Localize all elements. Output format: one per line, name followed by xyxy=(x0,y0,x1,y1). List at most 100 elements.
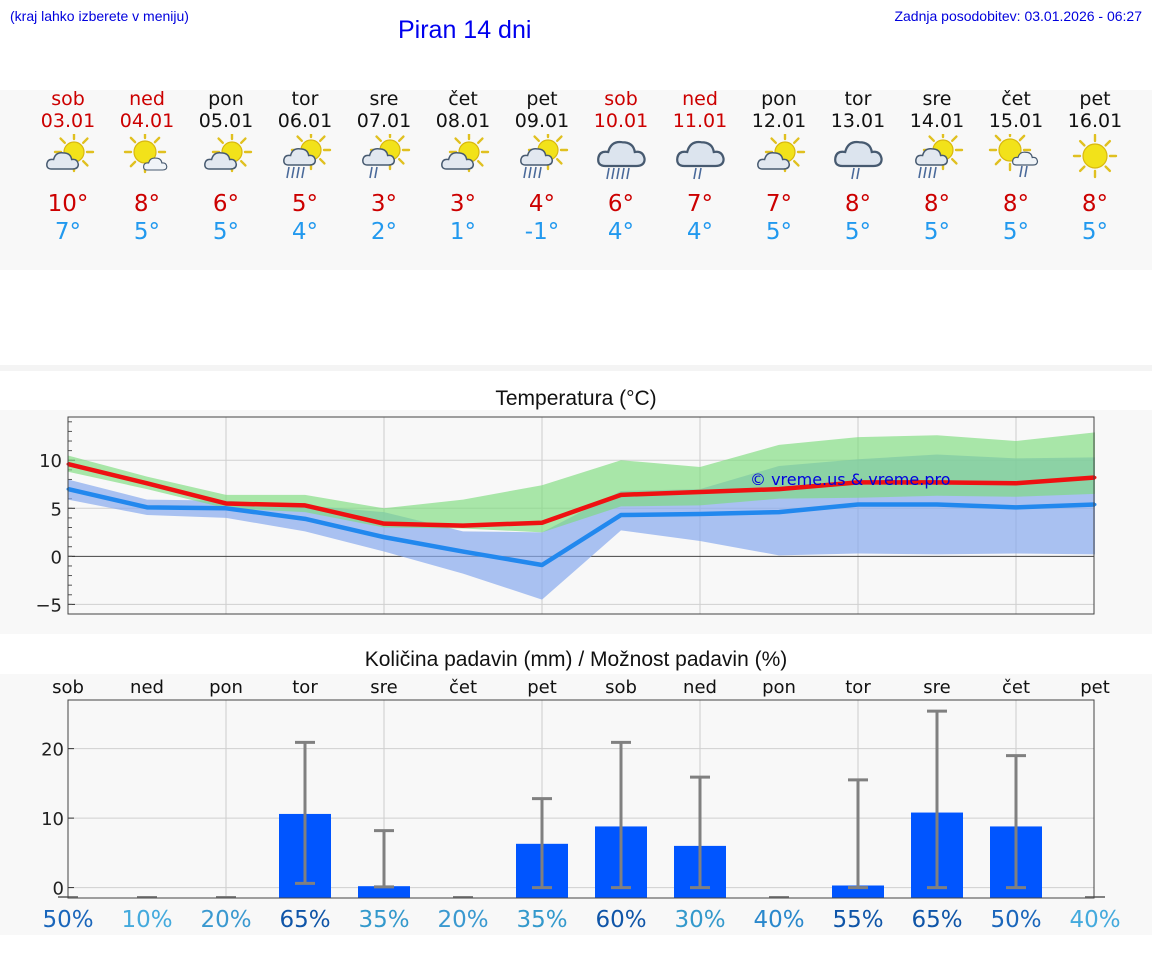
temp-max: 6° xyxy=(607,191,635,217)
max-temp-line-point xyxy=(303,503,307,507)
min-temp-line-point xyxy=(935,502,939,506)
forecast-day: pet 09.01 4° -1° xyxy=(502,88,582,246)
day-date: 12.01 xyxy=(751,110,807,132)
forecast-day: pon 12.01 7° 5° xyxy=(739,88,819,246)
temp-min: 2° xyxy=(370,219,398,245)
day-name: ned xyxy=(682,88,718,110)
forecast-day: sre 07.01 3° 2° xyxy=(344,88,424,246)
day-date: 14.01 xyxy=(909,110,965,132)
temp-max: 8° xyxy=(1081,191,1109,217)
temp-max: 7° xyxy=(686,191,714,217)
day-date: 08.01 xyxy=(435,110,491,132)
precip-probability: 30% xyxy=(674,907,725,933)
forecast-day: čet 15.01 8° 5° xyxy=(976,88,1056,246)
temp-max: 8° xyxy=(1002,191,1030,217)
day-date: 06.01 xyxy=(277,110,333,132)
day-date: 13.01 xyxy=(830,110,886,132)
page-title: Piran 14 dni xyxy=(398,16,532,44)
weather-cloud-rain-icon xyxy=(834,140,883,180)
weather-sun-cloud-rain-heavy-icon xyxy=(283,134,332,179)
divider xyxy=(0,365,1152,371)
max-temp-line-point xyxy=(935,480,939,484)
x-category-label: pon xyxy=(762,677,796,698)
temp-min: -1° xyxy=(524,219,560,245)
x-category-label: čet xyxy=(1002,677,1030,698)
temperature-chart: −5 0 5 10 © vreme.us & vreme.pro xyxy=(35,416,1097,616)
last-updated: Zadnja posodobitev: 03.01.2026 - 06:27 xyxy=(894,8,1142,24)
weather-partly-cloudy-icon xyxy=(757,134,806,173)
precip-probability: 65% xyxy=(911,907,962,933)
y-tick-label: 10 xyxy=(41,809,64,830)
max-range-band xyxy=(68,432,1095,533)
weather-partly-cloudy-icon xyxy=(46,134,95,173)
min-temp-line-point xyxy=(1014,505,1018,509)
day-date: 09.01 xyxy=(514,110,570,132)
day-name: pet xyxy=(526,88,558,110)
day-name: tor xyxy=(844,88,872,110)
day-name: tor xyxy=(291,88,319,110)
precip-probability: 50% xyxy=(990,907,1041,933)
temp-min: 5° xyxy=(1002,219,1030,245)
watermark: © vreme.us & vreme.pro xyxy=(750,470,951,489)
temp-max: 8° xyxy=(844,191,872,217)
y-tick-label: 20 xyxy=(41,740,64,761)
precip-probability: 20% xyxy=(200,907,251,933)
x-category-label: ned xyxy=(130,677,164,698)
max-temp-line-point xyxy=(461,524,465,528)
forecast-day: sob 03.01 10° 7° xyxy=(28,88,108,246)
max-temp-line-point xyxy=(619,493,623,497)
x-category-label: čet xyxy=(449,677,477,698)
precip-probability: 65% xyxy=(279,907,330,933)
y-tick-label: 10 xyxy=(39,451,62,472)
forecast-strip: sob 03.01 10° 7° ned 04.01 8° 5° pon 05.01 6° 5° tor… xyxy=(0,88,1152,273)
weather-cloud-rain-heavy-icon xyxy=(597,140,646,180)
precipitation-chart: 0 10 20 sob ned pon tor sre čet pet sob ned pon tor sr… xyxy=(41,677,1120,933)
temp-min: 4° xyxy=(686,219,714,245)
forecast-band xyxy=(0,90,1152,270)
precip-probability: 40% xyxy=(1069,907,1120,933)
max-temp-line-point xyxy=(382,522,386,526)
x-category-label: sob xyxy=(605,677,637,698)
max-temp-line xyxy=(67,461,1096,528)
precip-bar xyxy=(832,885,884,898)
x-category-label: sre xyxy=(370,677,397,698)
day-name: sre xyxy=(369,88,399,110)
day-date: 15.01 xyxy=(988,110,1044,132)
temp-max: 3° xyxy=(449,191,477,217)
temperature-chart-title: Temperatura (°C) xyxy=(495,387,657,410)
min-temp-line-point xyxy=(224,506,228,510)
forecast-day: pon 05.01 6° 5° xyxy=(186,88,266,246)
temp-max: 3° xyxy=(370,191,398,217)
plot-frame xyxy=(67,699,1095,899)
temp-max: 8° xyxy=(923,191,951,217)
y-tick-label: 0 xyxy=(51,547,62,568)
min-temp-line-point xyxy=(619,513,623,517)
plot-frame xyxy=(67,416,1095,615)
temp-max: 10° xyxy=(47,191,89,217)
precip-probability: 60% xyxy=(595,907,646,933)
x-category-label: sob xyxy=(52,677,84,698)
precip-probability: 35% xyxy=(358,907,409,933)
day-name: pon xyxy=(208,88,244,110)
day-date: 10.01 xyxy=(593,110,649,132)
precip-probability: 35% xyxy=(516,907,567,933)
min-temp-line-point xyxy=(303,517,307,521)
temp-min: 5° xyxy=(844,219,872,245)
day-name: pet xyxy=(1079,88,1111,110)
weather-sun-small-cloud-icon xyxy=(123,134,168,174)
forecast-day: tor 13.01 8° 5° xyxy=(818,88,898,246)
y-tick-label: 0 xyxy=(53,879,64,900)
weather-partly-cloudy-icon xyxy=(204,134,253,173)
forecast-day: sre 14.01 8° 5° xyxy=(897,88,977,246)
x-category-label: tor xyxy=(845,677,871,698)
forecast-day: sob 10.01 6° 4° xyxy=(581,88,661,246)
day-name: sre xyxy=(922,88,952,110)
day-date: 11.01 xyxy=(672,110,728,132)
max-temp-line-point xyxy=(856,480,860,484)
weather-cloud-rain-icon xyxy=(676,140,725,180)
min-temp-line xyxy=(67,486,1096,568)
temp-min: 1° xyxy=(449,219,477,245)
temp-max: 7° xyxy=(765,191,793,217)
min-temp-line-point xyxy=(777,510,781,514)
forecast-day: čet 08.01 3° 1° xyxy=(423,88,503,246)
